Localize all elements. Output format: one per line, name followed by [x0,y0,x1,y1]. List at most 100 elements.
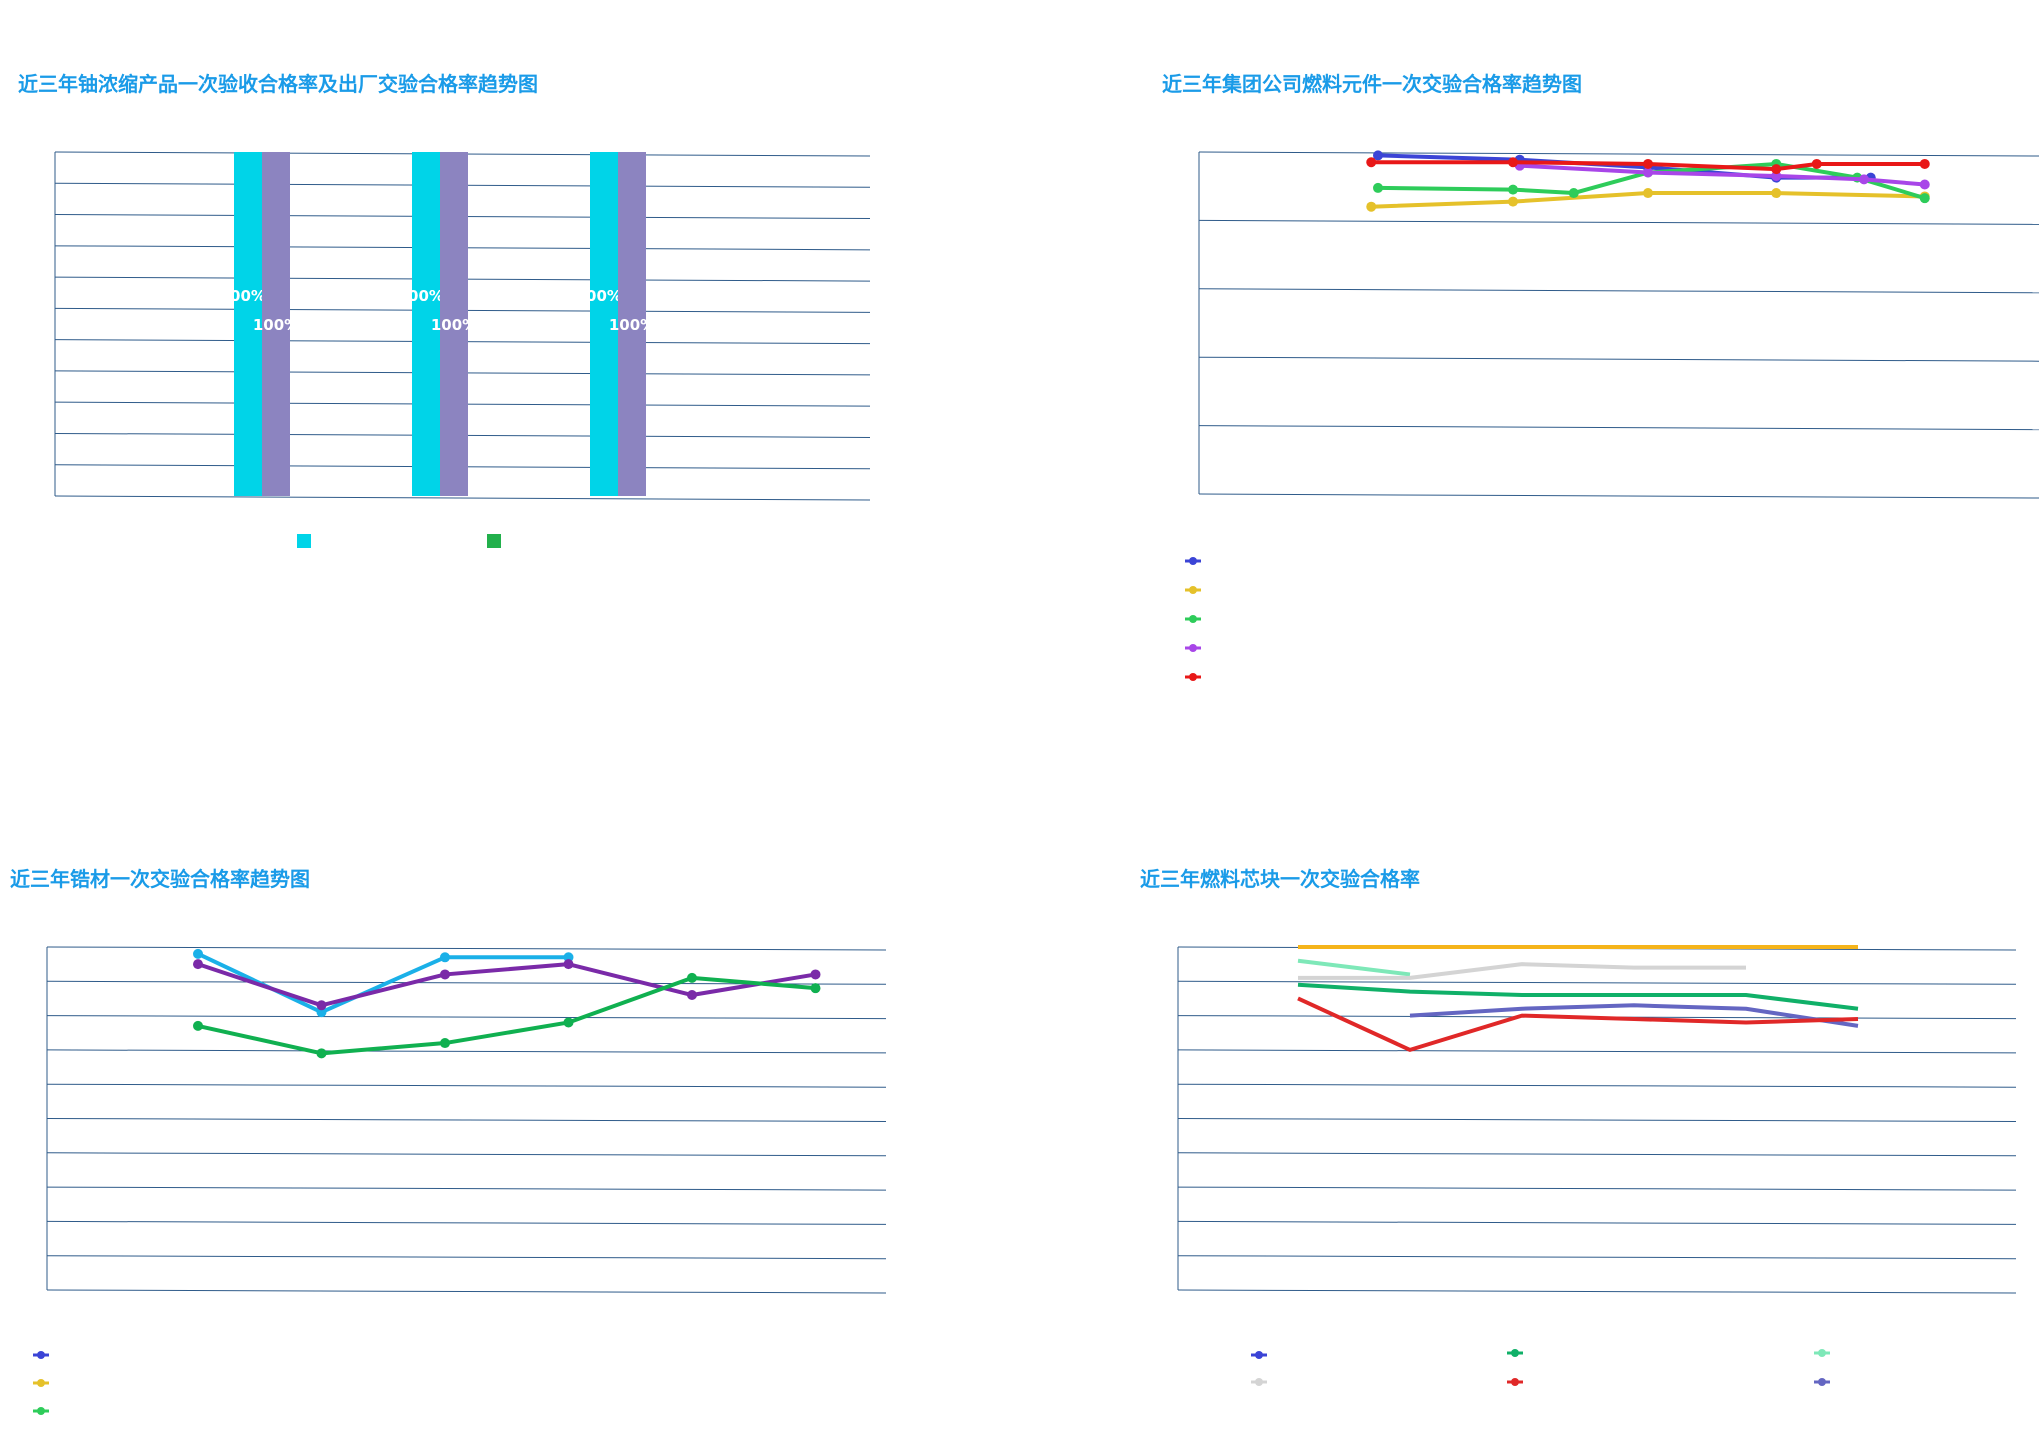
legend-swatch [297,534,311,548]
data-point [1366,157,1377,168]
data-point [810,983,821,994]
gridline [46,1118,887,1122]
data-label: 100% [431,316,477,334]
data-point [687,990,697,1001]
gridline [46,1015,887,1020]
data-point [440,1038,450,1049]
gridline [46,1186,887,1191]
data-point [193,1020,203,1031]
data-label: 00% [408,287,444,305]
data-point [1568,188,1579,199]
legend-marker [1511,1378,1519,1386]
data-point [1771,164,1782,175]
line-chart-canvas [33,946,887,1415]
fuel-pellet-chart: 近三年燃料芯块一次交验合格率 [1130,790,2039,1433]
data-point [316,1007,327,1018]
line-chart-canvas [1185,150,2039,681]
gridline [1177,980,2017,985]
series-line [1297,982,1859,1011]
gridline [1177,1049,2017,1054]
data-label: 00% [230,287,266,305]
line-chart-canvas [1177,945,2017,1386]
legend-marker [1189,673,1197,681]
gridline [1177,1186,2017,1191]
gridline [1177,1255,2017,1260]
data-point [563,1017,574,1028]
series-line [1297,958,1411,977]
bar [412,152,440,496]
bar [618,152,646,496]
legend-marker [1189,557,1197,565]
data-point [1366,201,1377,212]
gridline [46,1289,887,1294]
gridline [1198,425,2039,431]
data-point [193,948,203,959]
chart-title: 近三年铀浓缩产品一次验收合格率及出厂交验合格率趋势图 [18,72,538,96]
data-point [440,952,450,963]
data-point [1643,188,1653,199]
data-point [1811,158,1822,169]
legend-marker [37,1351,45,1359]
data-point [440,969,450,980]
chart-title: 近三年集团公司燃料元件一次交验合格率趋势图 [1162,72,1582,96]
gridline [46,1083,887,1088]
data-point [193,959,203,970]
zirconium-chart: 近三年锆材一次交验合格率趋势图 [0,790,1000,1433]
data-point [1643,167,1653,178]
data-point [1859,174,1869,185]
data-point [810,969,821,980]
series-line [1409,1003,1859,1028]
data-point [1771,188,1782,199]
gridline [46,1220,887,1225]
data-label: 100% [253,316,299,334]
gridline [46,1152,887,1157]
gridline [1198,219,2039,225]
gridline [46,1255,887,1260]
gridline [54,495,871,501]
data-point [1508,157,1518,168]
gridline [1177,1152,2017,1157]
gridline [1177,1083,2017,1088]
bar [440,152,468,496]
gridline [1198,288,2039,294]
bar-chart-canvas: 00% 100% 00% 100% 00% 100% [54,151,871,548]
legend-marker [1818,1349,1826,1357]
legend-swatch [487,534,501,548]
data-label: 100% [609,316,655,334]
data-point [1771,170,1782,181]
data-point [563,952,574,963]
legend-marker [1511,1349,1519,1357]
data-point [687,972,697,983]
legend-marker [1255,1378,1263,1386]
data-point [316,1000,327,1011]
chart-title: 近三年锆材一次交验合格率趋势图 [10,867,310,891]
data-point [1919,158,1930,169]
bar [590,152,618,496]
data-point [1643,158,1653,169]
data-point [1373,182,1383,193]
legend-marker [1818,1378,1826,1386]
legend-marker [1189,644,1197,652]
data-label: 00% [586,287,622,305]
fuel-element-chart: 近三年集团公司燃料元件一次交验合格率趋势图 [1150,0,2039,780]
gridline [46,946,887,951]
legend-marker [1255,1351,1263,1359]
bar [234,152,262,496]
gridline [1177,1118,2017,1122]
data-point [1508,196,1518,207]
legend-marker [1189,615,1197,623]
bar [262,152,290,496]
gridline [1177,1220,2017,1225]
data-point [563,959,574,970]
legend-marker [37,1407,45,1415]
series-line [197,962,816,1008]
series-line [1298,962,1746,980]
legend-marker [37,1379,45,1387]
data-point [1508,184,1518,195]
gridline [1198,356,2039,362]
gridline [46,1049,887,1054]
gridline [1198,151,2039,157]
data-point [1373,150,1383,161]
gridline [1177,1289,2017,1294]
data-point [1919,179,1930,190]
